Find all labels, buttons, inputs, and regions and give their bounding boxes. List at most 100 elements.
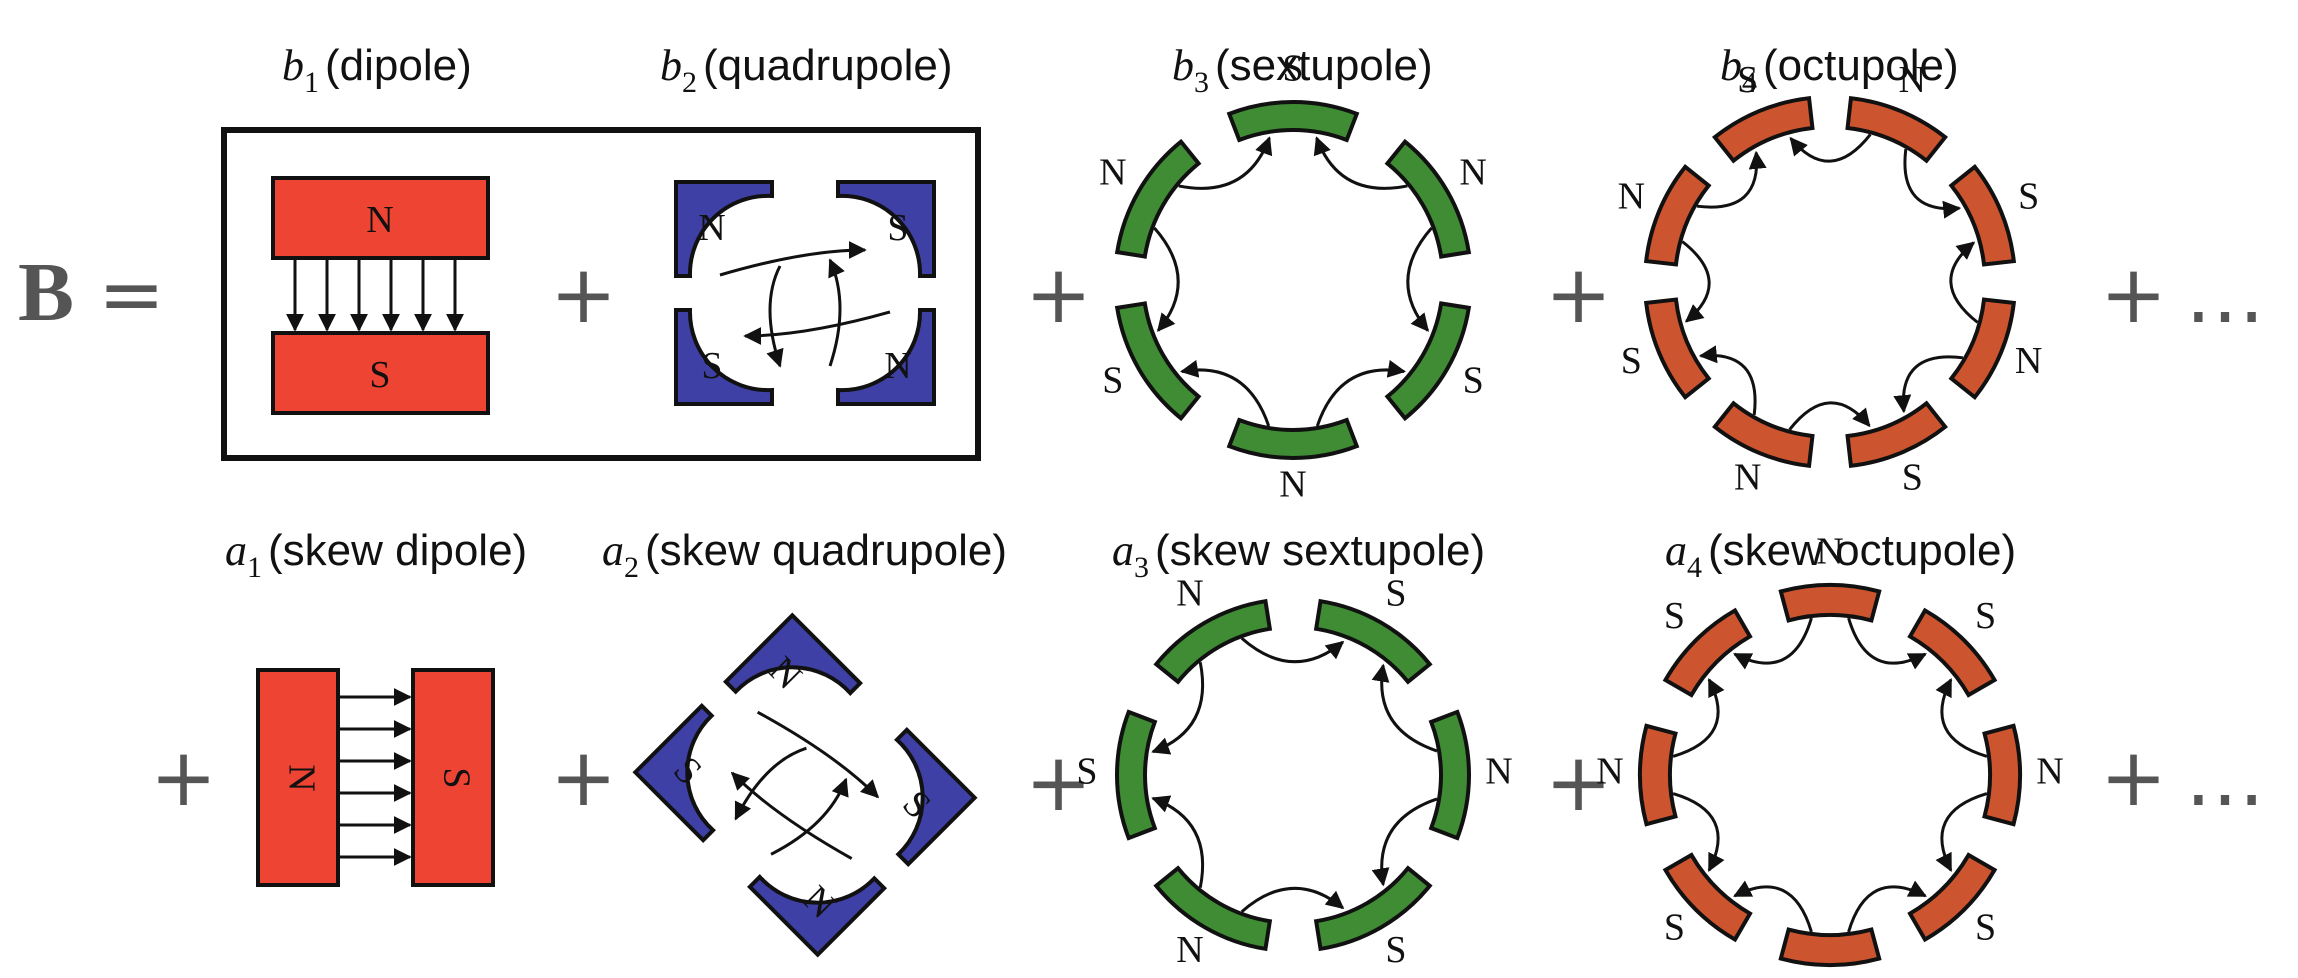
skew-octupole-pole-2 xyxy=(1662,852,1753,943)
skew-sextupole-field-line xyxy=(1371,797,1438,887)
quadrupole-field-lines xyxy=(719,241,891,368)
plus-sign: + xyxy=(1545,248,1612,341)
sextupole-pole-3 xyxy=(1114,138,1202,259)
skew-dipole-north-label: N xyxy=(280,764,322,791)
skew-octupole-magnet: N S N S N S N S xyxy=(1596,531,2063,978)
skew-octupole-field-line xyxy=(1935,792,1988,872)
skew-sextupole-pole-label-6: S xyxy=(1385,929,1406,971)
skew-dipole-south-pole xyxy=(411,668,495,887)
skew-sextupole-pole-label-3: N xyxy=(1176,572,1203,614)
octupole-field-line xyxy=(1788,401,1871,431)
skew-sextupole-pole-5 xyxy=(1428,709,1471,841)
skew-octupole-pole-label-6: S xyxy=(1975,595,1996,637)
plus-sign: + xyxy=(1545,736,1612,829)
skew-sextupole-pole-3 xyxy=(1153,598,1273,685)
dipole-field-arrows xyxy=(286,260,464,332)
plus-sign: + xyxy=(150,731,217,824)
quadrupole-pole-top-right xyxy=(836,180,936,278)
octupole-field-line xyxy=(1698,345,1757,416)
lowest-order-highlight-box xyxy=(221,127,981,461)
skew-octupole-field-line xyxy=(1672,678,1725,758)
octupole-pole-label-7: N xyxy=(2015,340,2042,382)
octupole-magnet: N S N S N S N S xyxy=(1618,59,2043,498)
skew-dipole-north-pole xyxy=(256,668,340,887)
octupole-pole-3 xyxy=(1643,164,1712,267)
octupole-field-line xyxy=(1949,241,1979,324)
octupole-pole-label-1: N xyxy=(1734,456,1761,498)
plus-sign: + xyxy=(550,731,617,824)
skew-octupole-pole-label-4: S xyxy=(1664,595,1685,637)
skew-octupole-pole-4 xyxy=(1662,607,1753,698)
skew-octupole-pole-label-8: S xyxy=(1975,906,1996,948)
sextupole-pole-label-3: N xyxy=(1099,152,1126,194)
sextupole-field-line xyxy=(1313,136,1408,190)
octupole-pole-4 xyxy=(1712,95,1815,164)
skew-sextupole-pole-label-4: S xyxy=(1385,572,1406,614)
skew-quadrupole-pole-4 xyxy=(747,874,888,958)
sextupole-pole-6 xyxy=(1384,301,1472,422)
octupole-pole-label-4: S xyxy=(1737,59,1758,101)
skew-quadrupole-magnet: N S S N xyxy=(632,612,978,958)
skew-quadrupole-pole-2 xyxy=(894,727,978,868)
sextupole-pole-1 xyxy=(1226,417,1360,460)
skew-dipole-field-arrows xyxy=(340,688,412,866)
skew-octupole-pole-6 xyxy=(1907,607,1998,698)
skew-sextupole-field-line xyxy=(1151,795,1205,889)
quadrupole-label-tl: N xyxy=(698,207,725,249)
quadrupole-pole-bottom-left xyxy=(674,308,774,406)
dipole-magnet: N S xyxy=(271,176,490,415)
a1-label: a1 (skew dipole) xyxy=(225,526,527,584)
octupole-field-line xyxy=(1903,148,1962,219)
b2-label: b2 (quadrupole) xyxy=(660,41,953,99)
sextupole-field-line xyxy=(1315,359,1406,427)
skew-sextupole-pole-label-1: N xyxy=(1176,929,1203,971)
sextupole-pole-label-5: N xyxy=(1459,152,1486,194)
sextupole-field-line xyxy=(1180,359,1271,427)
skew-octupole-field-line xyxy=(1847,880,1927,933)
skew-sextupole-pole-6 xyxy=(1313,865,1433,952)
octupole-pole-1 xyxy=(1712,400,1815,469)
octupole-pole-label-6: S xyxy=(2018,175,2039,217)
plus-sign: + xyxy=(2100,248,2167,341)
sextupole-pole-label-1: N xyxy=(1279,464,1306,506)
skew-sextupole-field-line xyxy=(1371,663,1438,753)
skew-sextupole-pole-label-5: N xyxy=(1485,751,1512,793)
skew-octupole-field-line xyxy=(1935,678,1988,758)
skew-octupole-pole-1 xyxy=(1778,927,1882,967)
skew-octupole-pole-label-3: N xyxy=(1596,751,1623,793)
dipole-north-label: N xyxy=(366,199,393,241)
skew-octupole-field-line xyxy=(1733,617,1813,670)
skew-sextupole-magnet: N S N S N S xyxy=(1076,572,1512,971)
ellipsis: … xyxy=(2185,248,2265,341)
skew-octupole-pole-8 xyxy=(1907,852,1998,943)
sextupole-pole-label-6: S xyxy=(1463,360,1484,402)
skew-sextupole-field-line xyxy=(1240,637,1345,664)
equals-sign: = xyxy=(98,248,165,341)
skew-dipole-south-label: S xyxy=(435,767,477,788)
quadrupole-pole-bottom-right xyxy=(836,308,936,406)
octupole-field-line xyxy=(1789,133,1872,163)
skew-octupole-pole-label-7: N xyxy=(2036,751,2063,793)
octupole-pole-label-8: S xyxy=(1902,456,1923,498)
sextupole-pole-label-4: S xyxy=(1282,48,1303,90)
octupole-pole-6 xyxy=(1948,164,2017,267)
ellipsis: … xyxy=(2185,731,2265,824)
sextupole-magnet: N S N S N S xyxy=(1099,48,1487,506)
sextupole-field-line xyxy=(1153,227,1180,332)
octupole-pole-5 xyxy=(1845,95,1948,164)
skew-sextupole-pole-label-2: S xyxy=(1076,751,1097,793)
quadrupole-label-bl: S xyxy=(701,345,722,387)
dipole-south-pole xyxy=(271,331,490,415)
b4-label: b4 (octupole) xyxy=(1720,41,1959,99)
a2-label: a2 (skew quadrupole) xyxy=(602,526,1007,584)
skew-octupole-pole-3 xyxy=(1638,723,1678,827)
skew-octupole-pole-label-2: S xyxy=(1664,906,1685,948)
skew-octupole-field-line xyxy=(1672,792,1725,872)
octupole-pole-label-2: S xyxy=(1621,340,1642,382)
skew-octupole-field-line xyxy=(1733,880,1813,933)
dipole-south-label: S xyxy=(369,354,390,396)
skew-octupole-pole-label-1: N xyxy=(1816,971,1843,978)
quadrupole-label-tr: S xyxy=(887,207,908,249)
sextupole-field-line xyxy=(1406,227,1433,332)
